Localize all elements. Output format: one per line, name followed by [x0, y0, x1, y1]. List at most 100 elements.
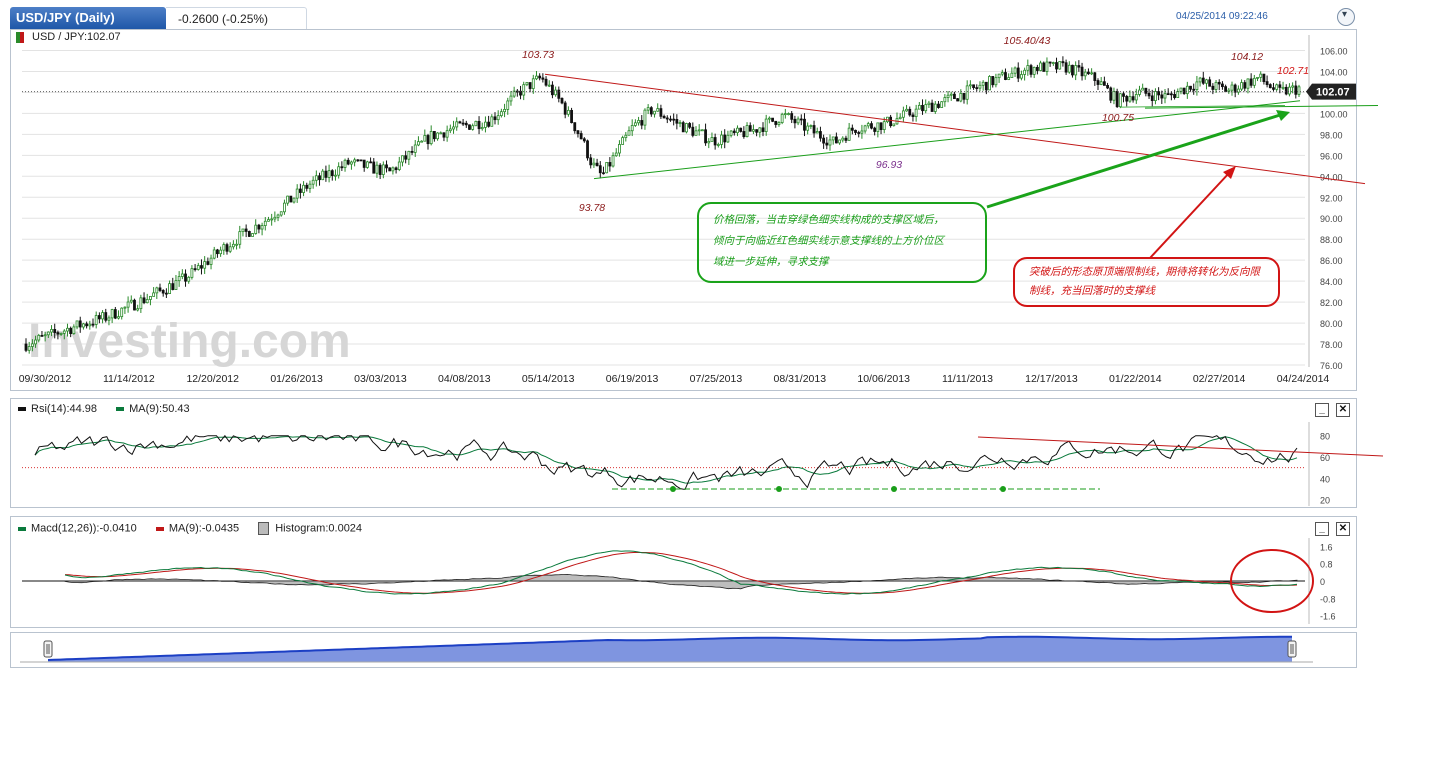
macd-panel: [10, 516, 1357, 628]
candle: [1259, 73, 1263, 78]
candle: [1284, 86, 1288, 95]
candle: [209, 257, 213, 265]
candle: [308, 183, 312, 189]
candle: [72, 326, 76, 334]
candle: [579, 133, 583, 140]
note-green-line: 域进一步延伸，寻求支撑: [713, 256, 829, 268]
rsi-close-button[interactable]: ✕: [1336, 403, 1350, 417]
candle: [582, 138, 586, 142]
macd-chart[interactable]: 1.6 0.8 0 -0.8 -1.6: [0, 536, 1436, 628]
candle: [956, 98, 960, 102]
candle: [461, 122, 465, 125]
y-tick-label: 106.00: [1320, 46, 1348, 56]
candle: [968, 84, 972, 87]
candle: [595, 162, 599, 167]
candle: [187, 276, 191, 282]
macd-signal-line: [64, 551, 1298, 594]
navigator-scrollbar[interactable]: [0, 632, 1436, 666]
candle: [614, 152, 618, 157]
candle: [365, 161, 369, 168]
candle: [190, 268, 194, 278]
candle: [943, 97, 947, 103]
candle: [972, 84, 975, 89]
candle: [787, 113, 790, 115]
candle: [94, 315, 98, 325]
candle: [117, 316, 120, 319]
candle: [921, 104, 924, 112]
candle: [847, 127, 851, 141]
candle: [771, 117, 774, 122]
candle: [1217, 81, 1221, 85]
candle: [659, 108, 663, 117]
candle: [196, 265, 200, 270]
candle: [235, 243, 238, 246]
candle: [283, 202, 286, 213]
candle: [442, 132, 446, 138]
candle: [563, 102, 567, 115]
candle: [665, 117, 669, 120]
red-arrow: [1149, 171, 1231, 259]
price-chart[interactable]: 106.00104.00102.00100.0098.0096.0094.009…: [0, 0, 1436, 395]
candle: [716, 144, 720, 146]
candle: [104, 312, 108, 321]
rsi-minimize-button[interactable]: _: [1315, 403, 1329, 417]
candle: [334, 174, 337, 177]
x-tick-label: 08/31/2013: [774, 373, 827, 385]
macd-highlight-circle: [1230, 549, 1314, 613]
x-tick-label: 02/27/2014: [1193, 373, 1246, 385]
candle: [566, 109, 570, 115]
candle: [231, 243, 235, 248]
candle: [1083, 71, 1087, 77]
candle: [720, 134, 723, 145]
candle: [432, 131, 436, 140]
candle: [455, 121, 459, 128]
candle: [863, 125, 867, 132]
y-tick-label: 98.00: [1320, 130, 1343, 140]
handle-right[interactable]: [1287, 640, 1297, 658]
rsi-chart[interactable]: 80 60 40 20: [0, 420, 1436, 510]
handle-left[interactable]: [43, 640, 53, 658]
candle: [1224, 86, 1228, 92]
candle: [876, 122, 880, 132]
candle: [1058, 61, 1062, 70]
macd-minimize-button[interactable]: _: [1315, 522, 1329, 536]
candle: [713, 137, 717, 146]
candle: [1134, 94, 1138, 101]
candle: [388, 167, 392, 172]
candle: [1099, 81, 1103, 85]
chevron-down-icon[interactable]: ▾: [1337, 8, 1355, 26]
candle: [133, 299, 136, 311]
candle: [924, 104, 928, 112]
macd-y-tick-label: -1.6: [1320, 612, 1336, 622]
price-annotation: 103.73: [522, 49, 554, 61]
candle: [1071, 64, 1074, 76]
candle: [311, 179, 315, 185]
candle: [1262, 73, 1266, 83]
candle: [499, 111, 503, 117]
candle: [1278, 84, 1282, 88]
candle: [1243, 82, 1247, 89]
candle: [1288, 86, 1291, 95]
symbol-tab[interactable]: USD/JPY (Daily): [10, 7, 166, 29]
candle: [1023, 69, 1027, 75]
macd-y-tick-label: 0: [1320, 577, 1325, 587]
candle: [1061, 61, 1065, 64]
candle: [1163, 93, 1167, 99]
candle: [279, 211, 283, 216]
candle: [819, 131, 822, 139]
macd-close-button[interactable]: ✕: [1336, 522, 1350, 536]
green-arrow-head: [1276, 110, 1290, 121]
candle: [436, 132, 439, 140]
candle: [161, 290, 165, 294]
candle: [1007, 77, 1011, 80]
candle: [834, 136, 838, 144]
candle: [487, 121, 491, 127]
candle: [1230, 84, 1234, 91]
candle: [1020, 74, 1023, 79]
candle: [975, 87, 979, 90]
candle: [905, 108, 908, 112]
candle: [812, 125, 816, 134]
candle: [46, 331, 50, 336]
candle: [1169, 93, 1173, 96]
note-green: 价格回落，当击穿绿色细实线构成的支撑区域后， 倾向于向临近红色细实线示意支撑线的…: [697, 202, 987, 283]
